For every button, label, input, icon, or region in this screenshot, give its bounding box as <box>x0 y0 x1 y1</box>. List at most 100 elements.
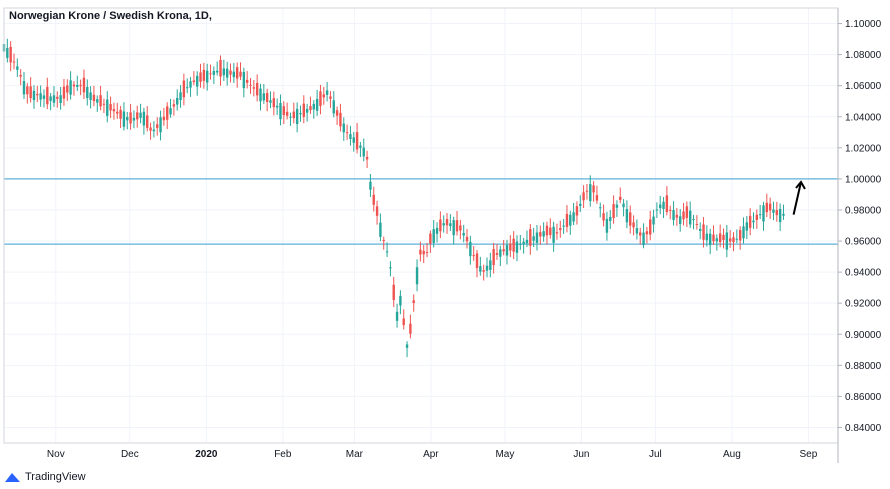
candle-body <box>635 228 639 234</box>
candle-body <box>285 111 289 116</box>
candle-body <box>19 75 22 77</box>
candle-body <box>629 212 632 226</box>
candle-body <box>762 205 765 222</box>
candle-body <box>415 267 419 285</box>
x-tick-label: Feb <box>274 449 292 460</box>
candle-body <box>495 253 499 255</box>
candle-body <box>225 68 229 78</box>
candle-body <box>169 108 172 115</box>
y-tick-label: 0.92000 <box>845 299 882 310</box>
candle-body <box>249 84 252 86</box>
candle-body <box>122 111 126 127</box>
plot-frame <box>3 7 839 444</box>
y-tick-label: 0.84000 <box>845 423 882 434</box>
candle-body <box>595 195 599 201</box>
x-tick-label: Mar <box>346 449 364 460</box>
candle-body <box>292 111 296 119</box>
candle-body <box>369 181 372 190</box>
candle-body <box>765 202 769 213</box>
candle-body <box>36 93 39 96</box>
candle-body <box>89 92 92 101</box>
candle-body <box>139 112 142 118</box>
candle-body <box>552 226 555 243</box>
x-tick-label: 2020 <box>195 449 218 460</box>
candle-body <box>375 206 379 216</box>
candle-body <box>162 116 166 121</box>
x-tick-label: May <box>495 449 514 460</box>
candle-body <box>239 71 242 77</box>
candle-body <box>9 46 12 63</box>
candle-body <box>555 232 559 234</box>
candle-body <box>82 77 86 93</box>
candle-body <box>389 267 392 269</box>
candle-body <box>708 233 712 246</box>
candle-body <box>405 344 409 348</box>
candle-body <box>69 80 72 95</box>
candle-body <box>702 224 705 240</box>
candle-body <box>392 284 395 300</box>
candle-body <box>549 227 552 236</box>
candle-body <box>22 81 26 95</box>
candle-body <box>482 270 485 272</box>
candle-body <box>269 100 272 103</box>
candle-body <box>718 233 722 243</box>
candle-body <box>182 80 186 98</box>
tradingview-logo-icon <box>5 473 20 482</box>
x-tick-label: Apr <box>423 449 439 460</box>
y-tick-label: 0.90000 <box>845 330 882 341</box>
y-axis-ticks: 0.84000 0.86000 0.88000 0.90000 0.92000 0.940… <box>838 19 882 434</box>
candle-body <box>422 250 425 255</box>
horizontal-lines[interactable] <box>4 178 838 245</box>
y-tick-label: 0.94000 <box>845 268 882 279</box>
y-tick-label: 1.02000 <box>845 143 882 154</box>
candle-body <box>402 318 405 326</box>
chart-grid <box>4 8 838 443</box>
candle-body <box>152 129 156 132</box>
candle-body <box>92 94 96 102</box>
candle-body <box>342 123 345 133</box>
candle-body <box>52 95 56 103</box>
candle-body <box>712 234 715 242</box>
tradingview-brand[interactable]: TradingView <box>4 471 86 483</box>
x-tick-label: Aug <box>723 449 741 460</box>
candle-body <box>312 103 315 110</box>
candle-body <box>86 86 89 99</box>
candle-body <box>505 245 509 256</box>
candle-body <box>215 70 219 73</box>
candle-body <box>66 85 69 93</box>
candle-body <box>322 94 325 98</box>
candle-body <box>186 87 189 89</box>
x-tick-label: Nov <box>47 449 65 460</box>
y-tick-label: 1.00000 <box>845 174 882 185</box>
candle-body <box>602 213 605 221</box>
candle-body <box>62 86 66 99</box>
candle-body <box>465 236 469 242</box>
x-tick-label: Dec <box>121 449 139 460</box>
candle-body <box>119 109 122 119</box>
candle-body <box>425 252 429 254</box>
candle-body <box>412 300 415 304</box>
candle-body <box>665 195 669 212</box>
candle-body <box>652 216 655 225</box>
candle-body <box>299 112 302 115</box>
candle-body <box>232 71 236 78</box>
candle-body <box>102 103 106 105</box>
axes <box>3 7 839 463</box>
candle-body <box>569 214 572 226</box>
candle-body <box>359 145 362 148</box>
candle-body <box>129 112 132 124</box>
candle-body <box>339 112 342 127</box>
candle-body <box>6 47 9 59</box>
candle-body <box>362 147 365 157</box>
candle-body <box>545 225 549 236</box>
candle-body <box>489 260 492 270</box>
y-tick-label: 0.98000 <box>845 205 882 216</box>
candle-body <box>659 204 662 209</box>
candle-body <box>672 210 675 221</box>
arrow-annotation[interactable] <box>792 180 806 215</box>
candle-body <box>319 91 322 106</box>
candle-body <box>772 209 775 213</box>
candle-body <box>16 66 19 70</box>
candle-body <box>106 99 109 116</box>
